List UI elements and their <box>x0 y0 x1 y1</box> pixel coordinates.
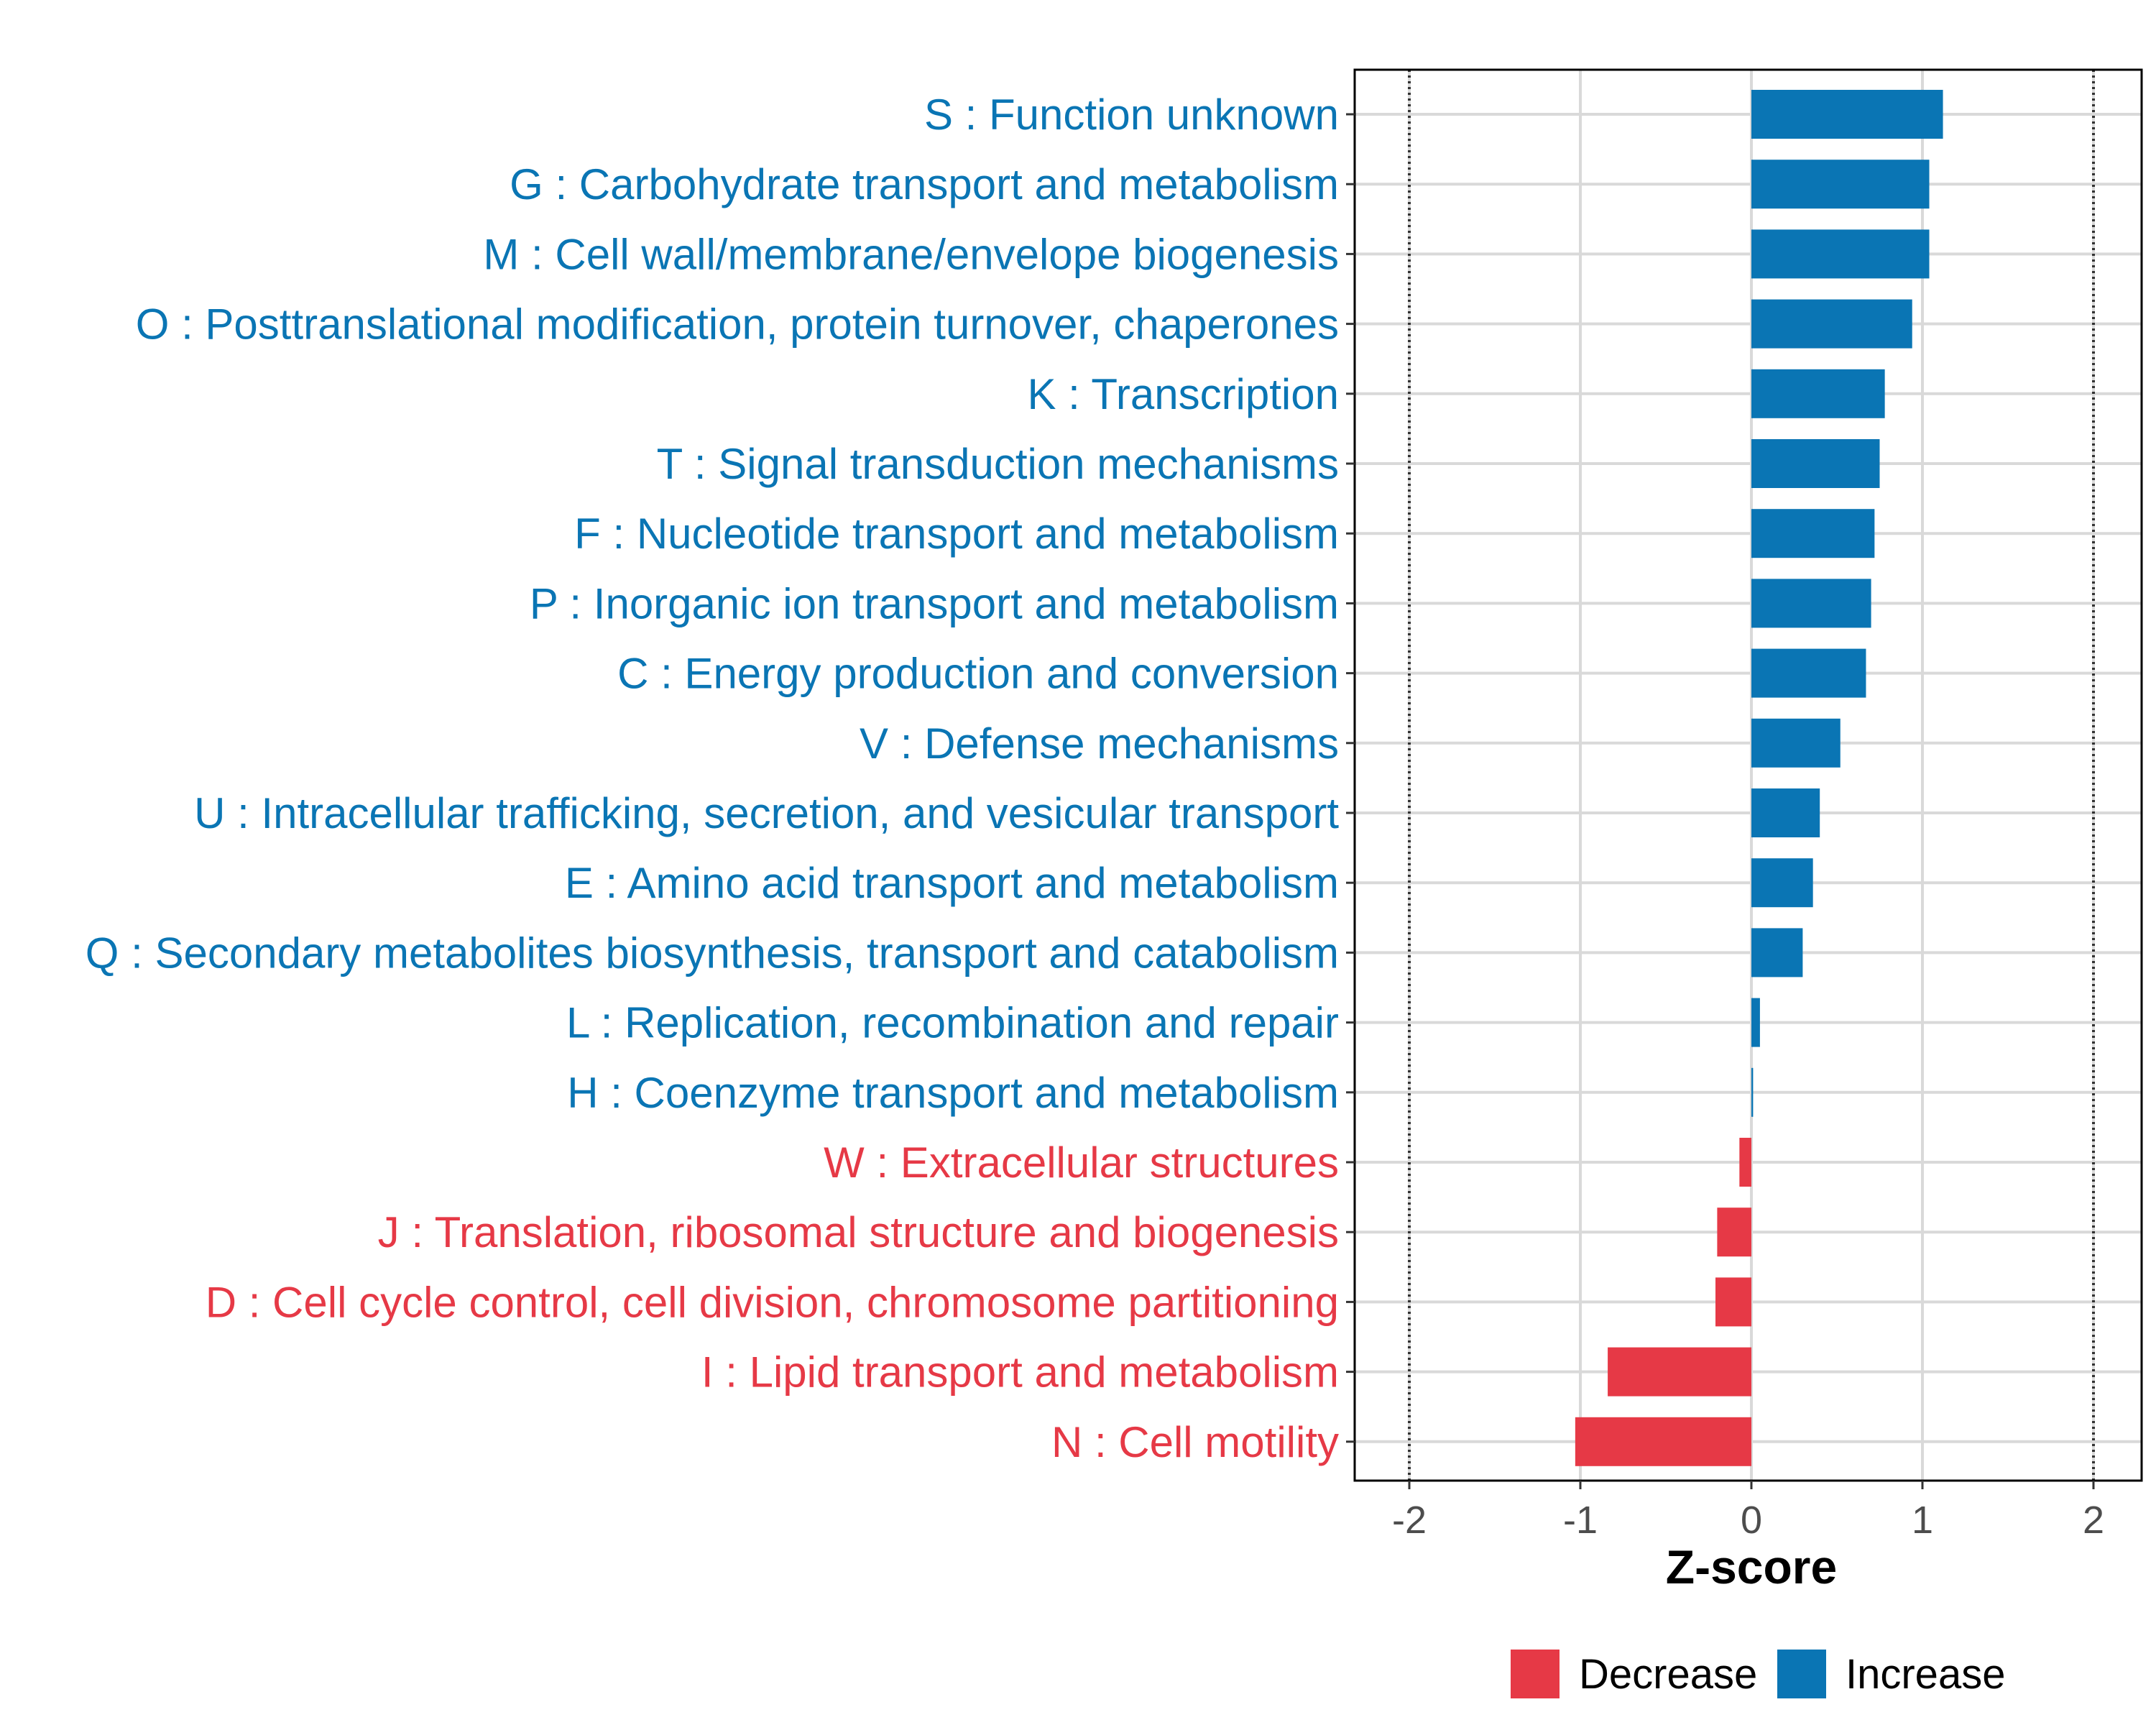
bar <box>1751 299 1912 349</box>
bar <box>1751 648 1866 698</box>
bar <box>1751 718 1841 768</box>
category-label: V : Defense mechanisms <box>860 719 1339 768</box>
bar <box>1751 858 1813 908</box>
panel-border <box>1353 68 2143 1482</box>
category-label: T : Signal transduction mechanisms <box>657 440 1339 488</box>
bar <box>1751 90 1943 139</box>
bar <box>1751 928 1803 978</box>
category-label: W : Extracellular structures <box>824 1138 1339 1187</box>
category-label: N : Cell motility <box>1051 1418 1339 1466</box>
bar <box>1717 1208 1751 1257</box>
bar <box>1751 579 1871 628</box>
category-label: E : Amino acid transport and metabolism <box>565 859 1339 907</box>
category-label: I : Lipid transport and metabolism <box>701 1348 1339 1397</box>
grid-lines <box>1355 70 2142 1481</box>
category-label: D : Cell cycle control, cell division, c… <box>206 1278 1339 1326</box>
x-axis-title: Z-score <box>1666 1540 1837 1593</box>
legend-label-decrease: Decrease <box>1579 1651 1757 1698</box>
x-axis-ticks: -2 -1 0 1 2 <box>1392 1481 2104 1542</box>
x-tick-label: 1 <box>1912 1499 1933 1542</box>
x-tick-label: 0 <box>1741 1499 1762 1542</box>
category-label: M : Cell wall/membrane/envelope biogenes… <box>483 230 1339 278</box>
x-tick-label: -1 <box>1563 1499 1598 1542</box>
bar <box>1751 369 1885 418</box>
bar <box>1575 1417 1751 1466</box>
category-label: C : Energy production and conversion <box>617 650 1339 698</box>
category-label: G : Carbohydrate transport and metabolis… <box>510 160 1339 208</box>
category-label: F : Nucleotide transport and metabolism <box>574 510 1339 558</box>
category-label: L : Replication, recombination and repai… <box>566 999 1339 1047</box>
category-label: O : Posttranslational modification, prot… <box>136 300 1339 349</box>
legend-label-increase: Increase <box>1846 1651 2005 1698</box>
bar <box>1751 998 1760 1047</box>
bar <box>1751 788 1820 837</box>
bar <box>1751 509 1875 558</box>
legend-swatch-increase <box>1777 1650 1826 1698</box>
category-label: J : Translation, ribosomal structure and… <box>378 1208 1339 1256</box>
category-label: U : Intracellular trafficking, secretion… <box>194 789 1339 837</box>
bar <box>1751 1067 1754 1117</box>
category-label: P : Inorganic ion transport and metaboli… <box>530 579 1339 627</box>
x-tick-label: 2 <box>2083 1499 2104 1542</box>
category-label: Q : Secondary metabolites biosynthesis, … <box>86 929 1339 977</box>
legend: Decrease Increase <box>1511 1650 2005 1698</box>
category-labels: S : Function unknown G : Carbohydrate tra… <box>86 91 1340 1466</box>
category-label: S : Function unknown <box>924 91 1339 139</box>
bar <box>1751 160 1930 209</box>
bar <box>1608 1347 1751 1397</box>
bar <box>1739 1138 1751 1187</box>
legend-swatch-decrease <box>1511 1650 1560 1698</box>
category-label: K : Transcription <box>1027 370 1339 418</box>
bar <box>1751 229 1930 279</box>
bars <box>1575 90 1943 1466</box>
x-tick-label: -2 <box>1392 1499 1427 1542</box>
y-axis-ticks <box>1346 113 1355 1443</box>
category-label: H : Coenzyme transport and metabolism <box>567 1069 1339 1117</box>
bar <box>1715 1277 1751 1327</box>
bar <box>1751 439 1880 488</box>
